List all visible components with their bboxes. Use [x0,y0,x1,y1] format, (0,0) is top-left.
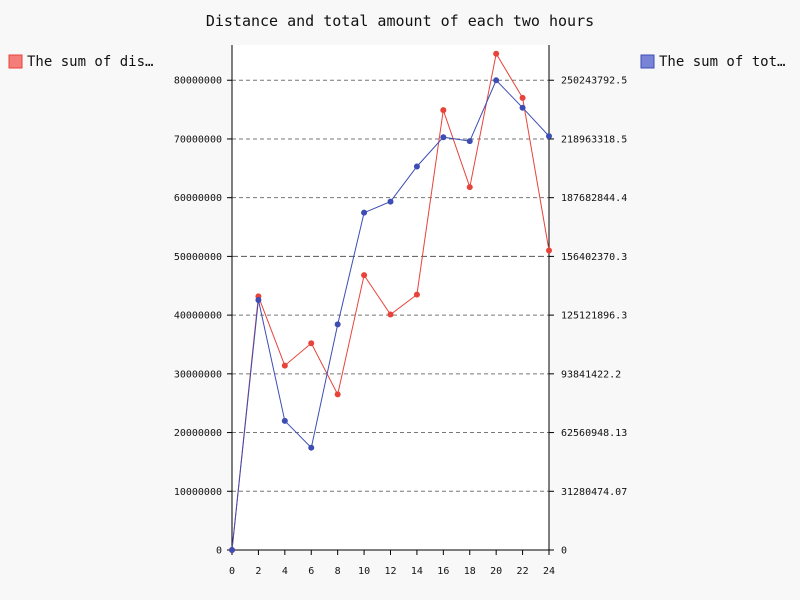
right-tick-label: 125121896.3 [561,311,627,322]
legend-swatch [640,54,655,69]
data-point-distance[interactable] [308,340,315,347]
data-point-total-amount[interactable] [361,209,368,216]
data-point-total-amount[interactable] [281,417,288,424]
x-tick-label: 6 [308,566,314,577]
data-point-distance[interactable] [413,291,420,298]
right-tick-label: 187682844.4 [561,193,627,204]
legend-swatch [8,54,23,69]
data-point-total-amount[interactable] [229,547,235,553]
left-tick-label: 70000000 [174,134,222,145]
right-axis-ticks: 0 31280474.07 62560948.13 93841422.2 1251218… [549,76,627,557]
left-tick-label: 20000000 [174,428,222,439]
right-tick-label: 93841422.2 [561,369,621,380]
plot-area [232,45,549,550]
left-tick-label: 40000000 [174,311,222,322]
data-point-total-amount[interactable] [546,133,552,140]
x-tick-label: 14 [411,566,423,577]
x-tick-label: 12 [384,566,396,577]
data-point-total-amount[interactable] [519,104,526,111]
x-tick-label: 18 [464,566,476,577]
right-tick-label: 156402370.3 [561,252,627,263]
data-point-total-amount[interactable] [334,321,341,328]
left-tick-label: 30000000 [174,369,222,380]
left-tick-label: 50000000 [174,252,222,263]
x-tick-label: 10 [358,566,370,577]
right-tick-label: 250243792.5 [561,76,627,87]
legend-label-distance: The sum of dis… [27,54,153,70]
data-point-distance[interactable] [361,272,368,279]
data-point-total-amount[interactable] [387,198,394,205]
x-tick-label: 22 [517,566,529,577]
x-tick-label: 16 [437,566,449,577]
data-point-total-amount[interactable] [413,163,420,170]
gridlines [232,79,549,492]
x-tick-label: 24 [543,566,555,577]
data-point-distance[interactable] [334,391,341,398]
data-point-total-amount[interactable] [308,444,315,451]
data-point-total-amount[interactable] [493,77,500,84]
left-tick-label: 0 [216,546,222,557]
left-axis-ticks: 0 10000000 20000000 30000000 40000000 5000000… [174,76,232,557]
x-tick-label: 8 [335,566,341,577]
legend-left[interactable]: The sum of dis… [8,54,153,70]
series-layer [229,50,552,553]
data-point-total-amount[interactable] [466,138,473,145]
right-tick-label: 62560948.13 [561,428,627,439]
data-point-distance[interactable] [519,94,526,101]
x-tick-label: 4 [282,566,288,577]
right-tick-label: 0 [561,546,567,557]
x-tick-label: 2 [255,566,261,577]
x-tick-label: 0 [229,566,235,577]
x-axis-ticks: 0 2 4 6 8 10 12 14 16 18 20 22 24 [229,550,555,577]
chart-title: Distance and total amount of each two ho… [206,12,594,30]
legend-right[interactable]: The sum of tot… [640,54,785,70]
legend-label-total-amount: The sum of tot… [659,54,785,70]
data-point-distance[interactable] [493,50,500,57]
data-point-distance[interactable] [440,107,447,114]
left-tick-label: 10000000 [174,487,222,498]
x-tick-label: 20 [490,566,502,577]
data-point-distance[interactable] [387,311,394,318]
left-tick-label: 80000000 [174,76,222,87]
data-point-total-amount[interactable] [440,134,447,141]
data-point-total-amount[interactable] [255,296,262,303]
right-tick-label: 31280474.07 [561,487,627,498]
left-tick-label: 60000000 [174,193,222,204]
data-point-distance[interactable] [466,184,473,191]
right-tick-label: 218963318.5 [561,134,627,145]
data-point-distance[interactable] [546,247,552,254]
data-point-distance[interactable] [281,362,288,369]
